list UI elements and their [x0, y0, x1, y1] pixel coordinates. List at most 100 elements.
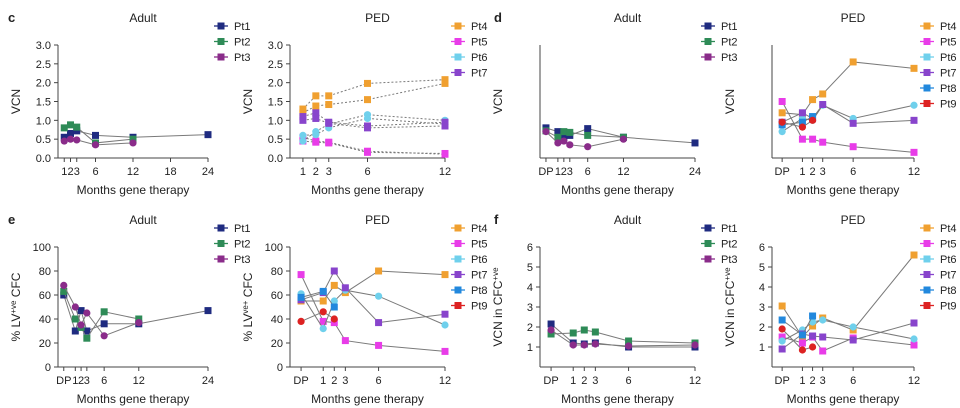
- x-tick-label: DP: [538, 166, 553, 178]
- data-point: [83, 334, 91, 342]
- x-axis-label: Months gene therapy: [787, 392, 900, 406]
- data-point: [60, 291, 68, 299]
- data-point: [819, 138, 827, 146]
- legend-label-pt8: Pt8: [471, 285, 488, 297]
- chart-title: PED: [841, 11, 866, 25]
- legend-label-pt4: Pt4: [940, 223, 957, 235]
- data-point: [547, 320, 555, 328]
- data-point: [778, 128, 786, 136]
- data-point: [297, 271, 305, 279]
- x-tick-label: 6: [101, 375, 107, 387]
- series-line-pt6: [302, 114, 446, 142]
- data-point: [849, 336, 857, 344]
- data-point: [580, 326, 588, 334]
- data-point: [330, 303, 338, 311]
- chart-title: PED: [365, 213, 390, 227]
- data-point: [83, 309, 91, 317]
- series-line-pt4: [782, 61, 915, 116]
- x-axis-label: Months gene therapy: [77, 183, 190, 197]
- data-point: [364, 124, 371, 132]
- data-point: [100, 332, 108, 340]
- data-point: [566, 141, 574, 149]
- data-point: [299, 113, 307, 121]
- x-axis-label: Months gene therapy: [77, 392, 190, 406]
- data-point: [299, 116, 307, 124]
- data-point: [624, 342, 633, 350]
- data-point: [849, 143, 857, 151]
- series-line-pt5: [781, 101, 915, 153]
- y-tick-label: 1.0: [268, 115, 283, 127]
- x-tick-label: 2: [581, 375, 587, 387]
- data-point: [798, 346, 807, 354]
- legend-label-pt7: Pt7: [940, 68, 957, 80]
- x-tick-label: 12: [439, 375, 451, 387]
- data-point: [809, 322, 817, 330]
- data-point: [819, 101, 827, 109]
- data-point: [92, 131, 99, 139]
- x-tick-label: 12: [439, 166, 451, 178]
- y-axis-label: VCN in CFC+ve: [723, 267, 738, 347]
- x-tick-label: 12: [127, 166, 139, 178]
- x-tick-label: DP: [56, 375, 71, 387]
- x-tick-label: DP: [543, 375, 558, 387]
- y-tick-label: 6: [527, 242, 533, 254]
- series-line-pt4: [302, 79, 446, 110]
- data-point: [330, 297, 338, 305]
- y-axis-label: % LVve+ CFC: [241, 272, 256, 341]
- legend-marker: [923, 22, 931, 30]
- x-tick-label: 6: [92, 166, 98, 178]
- data-point: [566, 128, 574, 136]
- y-tick-label: 0: [45, 362, 51, 374]
- legend-marker: [217, 224, 225, 232]
- series-line-pt3: [63, 285, 139, 337]
- data-point: [100, 320, 108, 328]
- y-tick-label: 3: [527, 302, 533, 314]
- data-point: [569, 341, 577, 349]
- y-tick-label: 4: [759, 282, 765, 294]
- legend-marker: [454, 38, 462, 45]
- series-line-pt8: [300, 290, 335, 308]
- data-point: [204, 307, 212, 315]
- data-point: [319, 317, 327, 325]
- data-point: [330, 315, 338, 323]
- x-axis-label: Months gene therapy: [561, 183, 674, 197]
- data-point: [91, 141, 100, 149]
- y-tick-label: 100: [33, 242, 51, 254]
- x-tick-label: 1: [799, 166, 805, 178]
- x-tick-label: 1: [300, 166, 306, 178]
- data-point: [299, 131, 307, 139]
- legend-label-pt5: Pt5: [471, 239, 488, 251]
- legend-label-pt9: Pt9: [940, 301, 957, 313]
- legend-label-pt3: Pt3: [234, 52, 251, 64]
- legend-marker: [923, 53, 931, 61]
- data-point: [625, 337, 633, 345]
- x-axis-label: Months gene therapy: [311, 392, 424, 406]
- y-tick-label: 3.0: [268, 40, 283, 52]
- y-axis-label: VCN in CFC+ve: [491, 267, 506, 347]
- series-line-pt6: [300, 289, 446, 330]
- data-point: [297, 293, 305, 301]
- y-axis-label: VCN: [491, 89, 505, 114]
- legend-label-pt5: Pt5: [940, 37, 957, 49]
- x-tick-label: 1: [320, 375, 326, 387]
- data-point: [100, 308, 108, 316]
- data-point: [374, 292, 383, 300]
- x-tick-label: 12: [908, 375, 920, 387]
- data-point: [547, 330, 555, 338]
- series-line-pt5: [302, 136, 446, 155]
- data-point: [441, 271, 449, 279]
- series-line-pt6: [302, 117, 446, 136]
- data-point: [798, 109, 806, 117]
- legend-marker: [923, 302, 931, 309]
- data-point: [341, 337, 349, 345]
- data-point: [798, 331, 806, 339]
- data-point: [312, 92, 320, 100]
- data-point: [60, 124, 68, 132]
- x-tick-label: 2: [561, 166, 567, 178]
- y-tick-label: 0.5: [36, 134, 51, 146]
- legend-marker: [704, 255, 712, 263]
- y-tick-label: 4: [527, 282, 533, 294]
- x-tick-label: 2: [78, 375, 84, 387]
- y-tick-label: 2: [759, 322, 765, 334]
